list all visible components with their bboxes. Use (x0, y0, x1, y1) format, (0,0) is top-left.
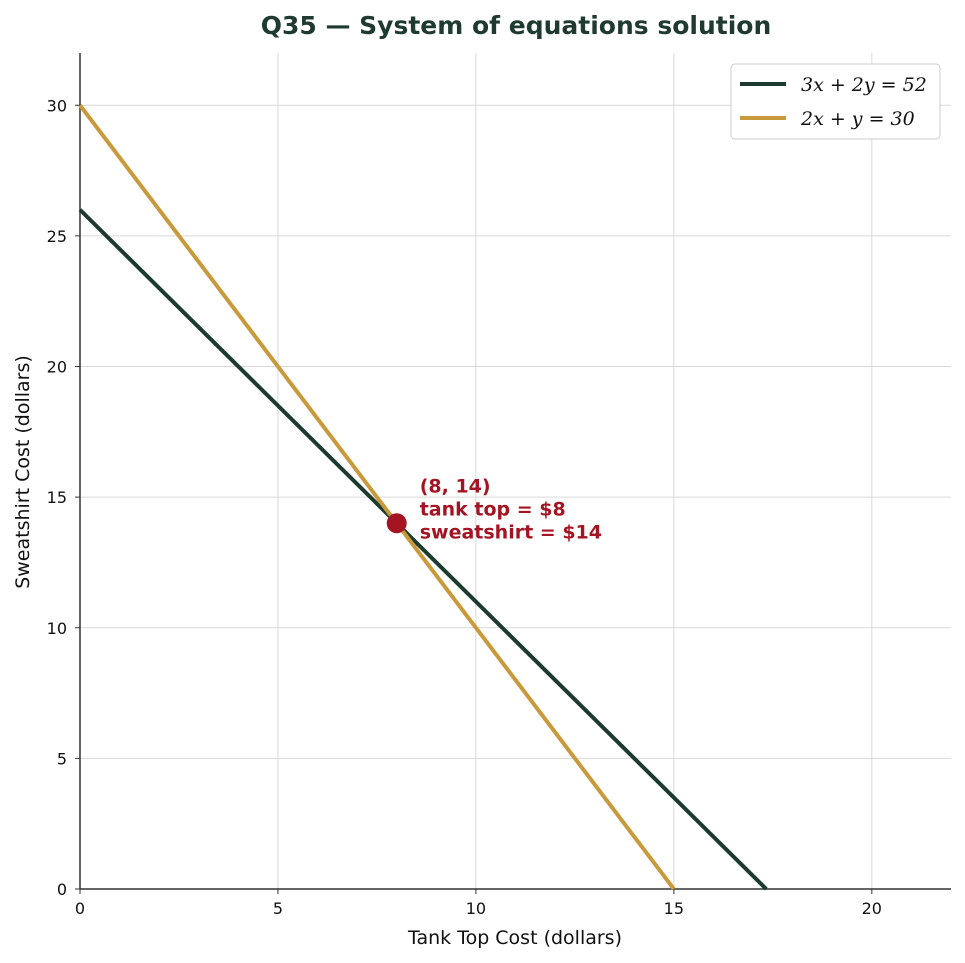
x-tick-label: 5 (273, 899, 283, 918)
solution-point-group: (8, 14) tank top = $8 sweatshirt = $14 (386, 475, 602, 543)
legend-label-2: 2x + y = 30 (800, 108, 915, 130)
legend-label-1: 3x + 2y = 52 (801, 74, 927, 96)
y-tick-label: 20 (47, 358, 67, 377)
series-line-2 (78, 104, 676, 891)
y-tick-label: 5 (57, 749, 67, 768)
chart-title: Q35 — System of equations solution (261, 11, 772, 40)
y-tick-label: 30 (47, 96, 67, 115)
x-tick-label: 20 (862, 899, 882, 918)
x-tick-label: 0 (75, 899, 85, 918)
x-tick-label: 15 (664, 899, 684, 918)
ticks: 0 5 10 15 20 0 5 10 15 20 25 30 (47, 96, 882, 918)
annotation-line: (8, 14) (420, 475, 491, 497)
series-group (78, 104, 768, 891)
annotation-line: tank top = $8 (420, 498, 566, 520)
legend: 3x + 2y = 52 2x + y = 30 (730, 63, 941, 140)
series-line-1 (78, 208, 768, 891)
annotation-line: sweatshirt = $14 (420, 521, 602, 543)
y-tick-label: 0 (57, 880, 67, 899)
solution-annotation: (8, 14) tank top = $8 sweatshirt = $14 (420, 475, 602, 543)
x-axis-label: Tank Top Cost (dollars) (407, 927, 622, 949)
x-tick-label: 10 (466, 899, 486, 918)
y-tick-label: 10 (47, 619, 67, 638)
grid (80, 53, 951, 889)
y-tick-label: 25 (47, 227, 67, 246)
y-axis-label: Sweatshirt Cost (dollars) (12, 355, 34, 589)
axes (79, 53, 951, 890)
solution-point (386, 513, 407, 534)
y-tick-label: 15 (47, 488, 67, 507)
